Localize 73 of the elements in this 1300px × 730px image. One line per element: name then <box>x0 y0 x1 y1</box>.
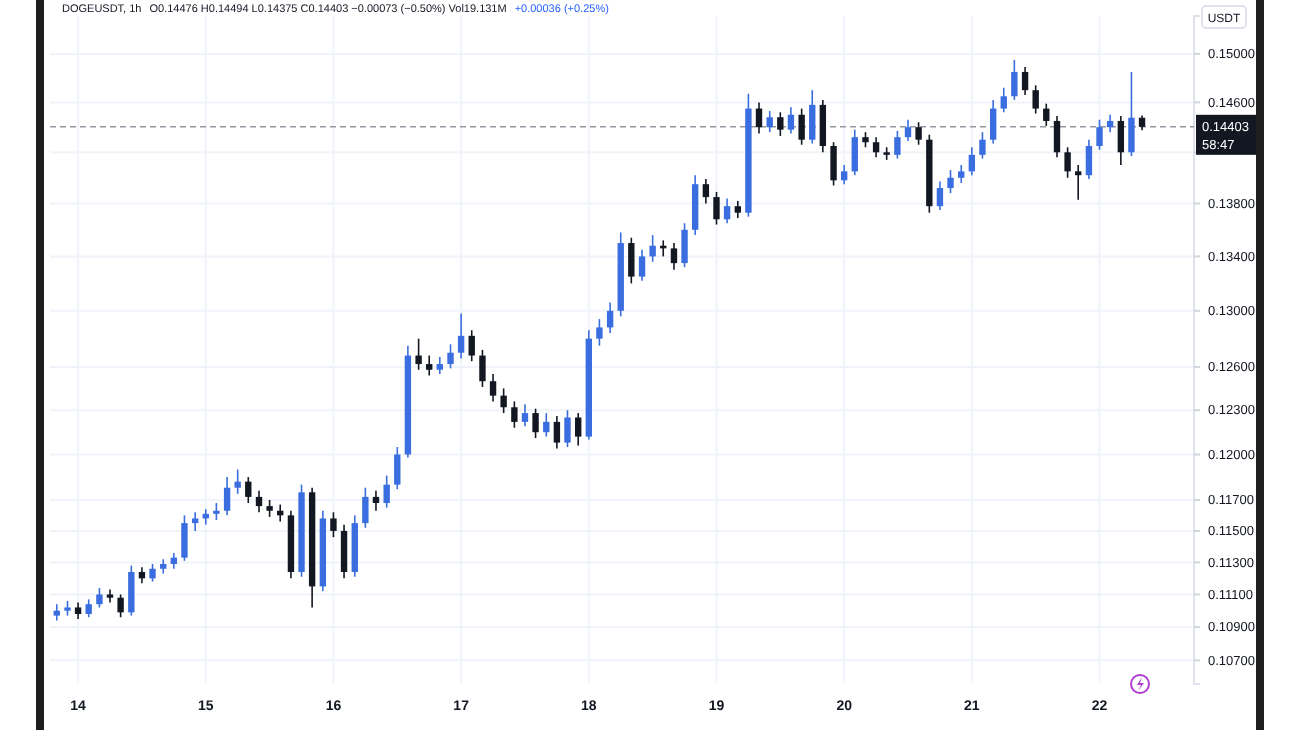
candlestick <box>1064 146 1071 179</box>
candlestick <box>1128 71 1135 157</box>
candlestick <box>787 106 795 135</box>
candlestick <box>915 121 922 146</box>
candlestick <box>830 141 837 187</box>
candlestick <box>575 412 582 447</box>
candlestick <box>53 603 60 622</box>
candlestick <box>691 174 699 236</box>
candlestick <box>851 128 858 176</box>
candlestick <box>117 593 124 619</box>
candlestick <box>936 180 944 211</box>
candlestick <box>968 146 976 176</box>
candlestick <box>1085 138 1093 180</box>
candlestick <box>191 511 199 532</box>
candlestick <box>1053 115 1061 159</box>
candlestick <box>702 178 710 205</box>
candlestick <box>840 164 848 185</box>
candlestick <box>181 514 188 562</box>
candlestick <box>500 387 507 414</box>
candlestick <box>372 489 380 512</box>
candlestick <box>1011 59 1018 101</box>
candlestick <box>447 343 454 370</box>
candlestick <box>1032 84 1039 115</box>
candlestick <box>670 242 678 271</box>
candlestick <box>511 400 518 429</box>
candlestick <box>1000 86 1007 114</box>
candlestick <box>606 301 614 334</box>
candlestick <box>553 415 561 450</box>
candlestick <box>383 474 390 509</box>
candlestick <box>330 511 337 538</box>
candlestick <box>543 412 550 438</box>
candlestick <box>394 446 401 491</box>
candlestick <box>904 118 912 142</box>
candlestick <box>755 101 763 135</box>
candlestick <box>1117 115 1125 166</box>
candlestick <box>894 130 901 160</box>
candlestick <box>989 99 997 145</box>
candlestick <box>489 373 497 403</box>
candlestick <box>979 131 986 160</box>
candlestick <box>234 468 241 495</box>
candlestick <box>532 407 539 439</box>
candlestick <box>128 564 135 617</box>
candlestick <box>638 248 646 282</box>
candlestick <box>1021 66 1029 96</box>
candlestick <box>468 329 475 363</box>
candlestick <box>628 236 635 285</box>
candlestick <box>947 169 954 195</box>
candlestick <box>777 111 784 137</box>
candlestick <box>713 191 720 226</box>
candlestick <box>457 312 465 360</box>
candlestick <box>521 403 529 428</box>
candlestick <box>766 110 773 133</box>
candlestick <box>1075 164 1082 201</box>
candlestick <box>564 409 571 448</box>
candlestick <box>415 337 422 371</box>
candlestick <box>479 349 486 388</box>
candlestick <box>362 486 369 529</box>
candlestick <box>1043 102 1050 127</box>
candlestick <box>1096 118 1103 151</box>
candlestick <box>426 354 433 377</box>
candlestick <box>681 222 688 268</box>
candlestick <box>872 136 880 159</box>
candlestick <box>255 489 263 514</box>
candlestick <box>723 197 731 225</box>
candlestick <box>596 318 603 347</box>
candlestick <box>819 99 827 154</box>
candlestick <box>809 89 816 145</box>
candlestick <box>223 476 231 517</box>
candlestick <box>798 107 805 146</box>
candlestick <box>96 587 103 609</box>
candlestick <box>649 234 656 263</box>
candlestick <box>340 523 348 580</box>
candlestick <box>245 476 252 504</box>
